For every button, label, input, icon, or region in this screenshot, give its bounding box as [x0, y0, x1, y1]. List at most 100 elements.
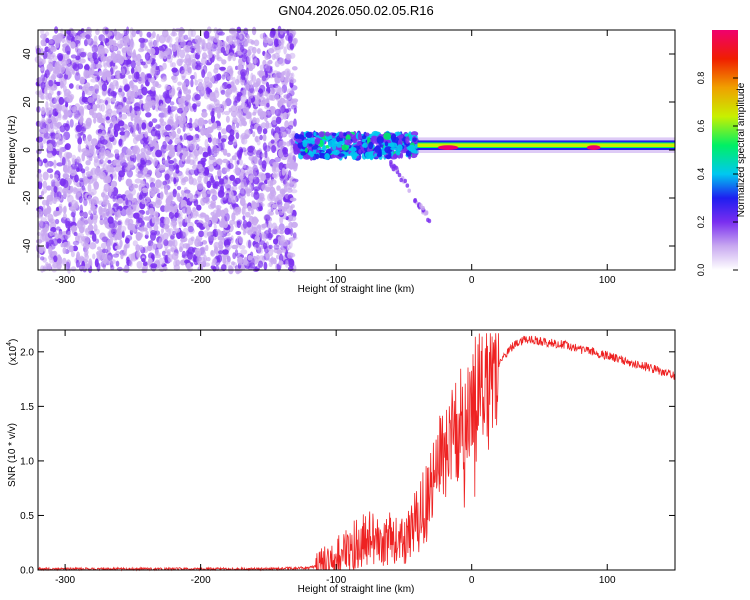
heatmap-cell	[136, 89, 142, 96]
heatmap-cell	[259, 93, 264, 99]
heatmap-cell	[203, 30, 210, 39]
heatmap-cell	[67, 230, 71, 238]
heatmap-cell	[85, 227, 91, 236]
heatmap-cell	[125, 59, 132, 68]
heatmap-cell	[234, 95, 241, 103]
heatmap-cell	[211, 108, 215, 116]
heatmap-cell	[80, 256, 86, 262]
heatmap-cell	[37, 91, 43, 98]
heatmap-cell	[300, 151, 307, 156]
heatmap-cell	[91, 44, 99, 53]
heatmap-cell	[260, 153, 266, 158]
heatmap-cell	[271, 222, 278, 230]
heatmap-cell	[112, 57, 117, 63]
heatmap-cell	[227, 140, 234, 146]
heatmap-cell	[99, 218, 104, 226]
heatmap-cell	[156, 199, 163, 206]
heatmap-cell	[172, 68, 180, 77]
heatmap-cell	[259, 33, 266, 40]
heatmap-cell	[91, 112, 98, 119]
heatmap-cell	[261, 184, 267, 191]
heatmap-cell	[242, 163, 247, 169]
heatmap-cell	[66, 192, 71, 198]
heatmap-cell	[134, 118, 142, 126]
heatmap-cell	[252, 176, 260, 185]
heatmap-cell	[125, 59, 131, 65]
heatmap-cell	[84, 166, 90, 172]
heatmap-cell	[253, 149, 259, 155]
heatmap-cell	[224, 212, 230, 222]
heatmap-cell	[82, 211, 88, 218]
heatmap-cell	[54, 133, 62, 141]
heatmap-cell	[194, 238, 201, 248]
heatmap-cell	[279, 253, 284, 263]
heatmap-cell	[98, 252, 104, 261]
heatmap-cell	[212, 190, 218, 196]
heatmap-cell	[234, 177, 241, 185]
heatmap-cell	[167, 253, 173, 263]
colorbar-gradient	[712, 30, 738, 270]
heatmap-cell	[155, 149, 163, 158]
heatmap-cell	[211, 194, 218, 201]
heatmap-cell	[277, 193, 283, 203]
x-tick-label: -200	[191, 275, 211, 286]
heatmap-cell	[56, 262, 62, 271]
heatmap-cell	[206, 180, 212, 189]
heatmap-cell	[260, 122, 267, 129]
heatmap-cell	[41, 128, 48, 134]
heatmap-cell	[97, 246, 102, 251]
heatmap-cell	[293, 38, 297, 46]
heatmap-cell	[293, 118, 297, 127]
heatmap-cell	[117, 55, 125, 65]
heatmap-cell	[286, 187, 293, 193]
heatmap-cell	[156, 33, 160, 43]
heatmap-cell	[211, 43, 218, 49]
heatmap-cell	[79, 33, 84, 39]
heatmap-cell	[289, 197, 297, 202]
x-tick-label: 0	[469, 275, 475, 286]
heatmap-cell	[213, 247, 219, 254]
heatmap-cell	[206, 190, 213, 195]
heatmap-cell	[254, 155, 258, 165]
heatmap-cell	[245, 38, 249, 45]
heatmap-cell	[256, 255, 260, 260]
heatmap-cell	[331, 132, 337, 137]
heatmap-cell	[437, 145, 459, 151]
heatmap-cell	[184, 100, 189, 107]
heatmap-cell	[74, 40, 81, 44]
heatmap-cell	[119, 152, 126, 162]
heatmap-cell	[226, 152, 231, 157]
heatmap-cell	[181, 206, 188, 214]
heatmap-cell	[134, 224, 139, 230]
heatmap-cell	[53, 174, 59, 179]
heatmap-cell	[240, 134, 244, 141]
heatmap-cell	[197, 183, 204, 191]
heatmap-cell	[224, 110, 230, 116]
heatmap-cell	[46, 194, 54, 202]
heatmap-cell	[150, 186, 157, 193]
heatmap-cell	[139, 226, 145, 233]
heatmap-cell	[166, 54, 173, 63]
heatmap-cell	[196, 222, 203, 228]
heatmap-cell	[92, 52, 98, 60]
heatmap-cell	[198, 172, 205, 179]
colorbar-ticks: 0.0 0.2 0.4 0.6 0.8	[696, 72, 738, 276]
heatmap-cell	[63, 111, 70, 117]
heatmap-cell	[148, 257, 153, 263]
heatmap-cell	[212, 158, 217, 167]
heatmap-cell	[255, 99, 259, 108]
heatmap-cell	[268, 244, 273, 249]
heatmap-cell	[172, 188, 177, 198]
heatmap-cell	[179, 49, 186, 59]
heatmap-cell	[265, 253, 269, 259]
heatmap-cell	[284, 126, 292, 135]
heatmap-cell	[255, 243, 259, 249]
heatmap-cell	[68, 245, 74, 253]
heatmap-cell	[221, 128, 228, 135]
heatmap-cell	[144, 234, 149, 240]
heatmap-cell	[44, 86, 48, 92]
heatmap-cell	[149, 207, 154, 213]
heatmap-cell	[248, 239, 251, 249]
heatmap-cell	[271, 204, 278, 209]
heatmap-cell	[79, 76, 85, 85]
